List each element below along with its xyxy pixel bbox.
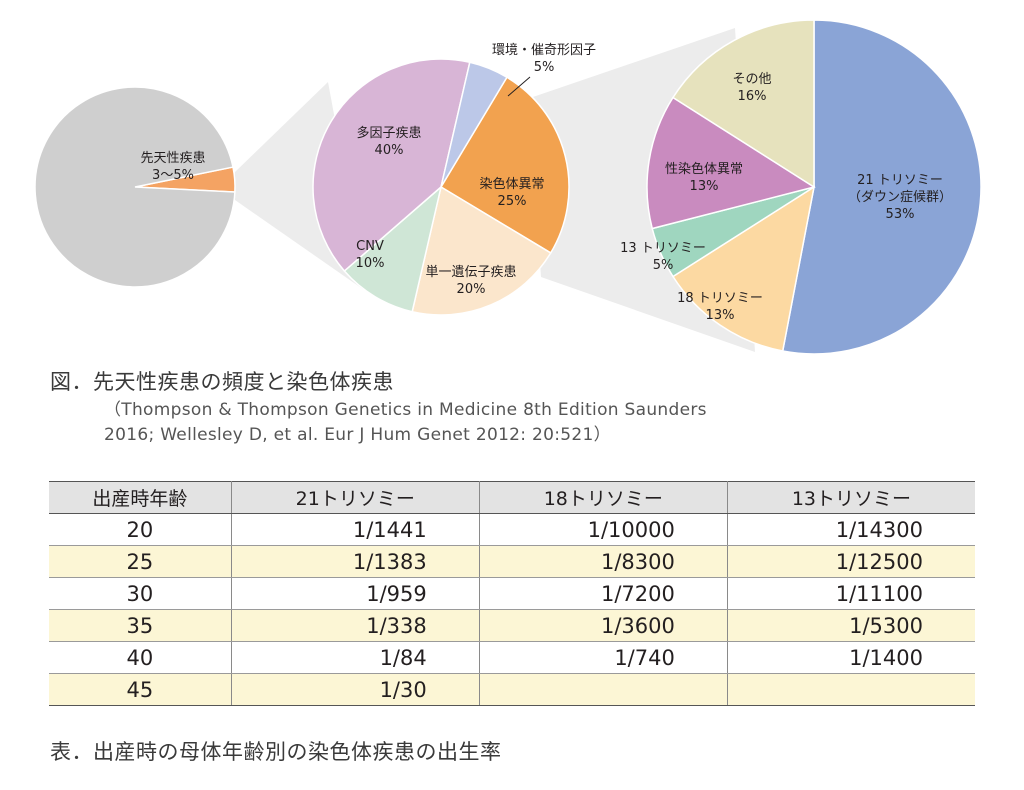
header-age: 出産時年齢 [49, 482, 231, 514]
header-trisomy13: 13トリソミー [727, 482, 975, 514]
cell-t18: 1/8300 [479, 546, 727, 578]
cell-t21: 1/959 [231, 578, 479, 610]
cell-t18: 1/10000 [479, 514, 727, 546]
cell-t13: 1/1400 [727, 642, 975, 674]
cell-t18: 1/740 [479, 642, 727, 674]
cell-age: 45 [49, 674, 231, 706]
cell-t21: 1/1441 [231, 514, 479, 546]
cell-t21: 1/30 [231, 674, 479, 706]
cell-t21: 1/1383 [231, 546, 479, 578]
cell-age: 40 [49, 642, 231, 674]
cell-t18: 1/3600 [479, 610, 727, 642]
table-row: 35 1/338 1/3600 1/5300 [49, 610, 975, 642]
cell-t18: 1/7200 [479, 578, 727, 610]
birth-rate-table: 出産時年齢 21トリソミー 18トリソミー 13トリソミー 20 1/1441 … [49, 481, 975, 706]
cell-t13: 1/12500 [727, 546, 975, 578]
cell-t13: 1/14300 [727, 514, 975, 546]
figure-caption: 図．先天性疾患の頻度と染色体疾患 [50, 366, 394, 396]
label-environmental: 環境・催奇形因子 5% [492, 42, 596, 75]
cell-t18 [479, 674, 727, 706]
cell-age: 30 [49, 578, 231, 610]
table-row: 30 1/959 1/7200 1/11100 [49, 578, 975, 610]
cell-t13: 1/5300 [727, 610, 975, 642]
table-row: 40 1/84 1/740 1/1400 [49, 642, 975, 674]
cell-age: 35 [49, 610, 231, 642]
table-caption: 表．出産時の母体年齢別の染色体疾患の出生率 [50, 736, 502, 766]
source-line-1: （Thompson & Thompson Genetics in Medicin… [104, 398, 864, 423]
cell-age: 25 [49, 546, 231, 578]
table-header-row: 出産時年齢 21トリソミー 18トリソミー 13トリソミー [49, 482, 975, 514]
cell-t21: 1/84 [231, 642, 479, 674]
table-row: 45 1/30 [49, 674, 975, 706]
pie-congenital [35, 87, 235, 287]
header-trisomy21: 21トリソミー [231, 482, 479, 514]
cell-age: 20 [49, 514, 231, 546]
table-row: 25 1/1383 1/8300 1/12500 [49, 546, 975, 578]
header-trisomy18: 18トリソミー [479, 482, 727, 514]
cell-t13: 1/11100 [727, 578, 975, 610]
table-row: 20 1/1441 1/10000 1/14300 [49, 514, 975, 546]
source-line-2: 2016; Wellesley D, et al. Eur J Hum Gene… [104, 423, 864, 448]
figure-source: （Thompson & Thompson Genetics in Medicin… [104, 398, 864, 448]
cell-t21: 1/338 [231, 610, 479, 642]
cell-t13 [727, 674, 975, 706]
pie-charts: 先天性疾患 3〜5%染色体異常 25%単一遺伝子疾患 20%CNV 10%多因子疾患 40… [0, 0, 1024, 360]
